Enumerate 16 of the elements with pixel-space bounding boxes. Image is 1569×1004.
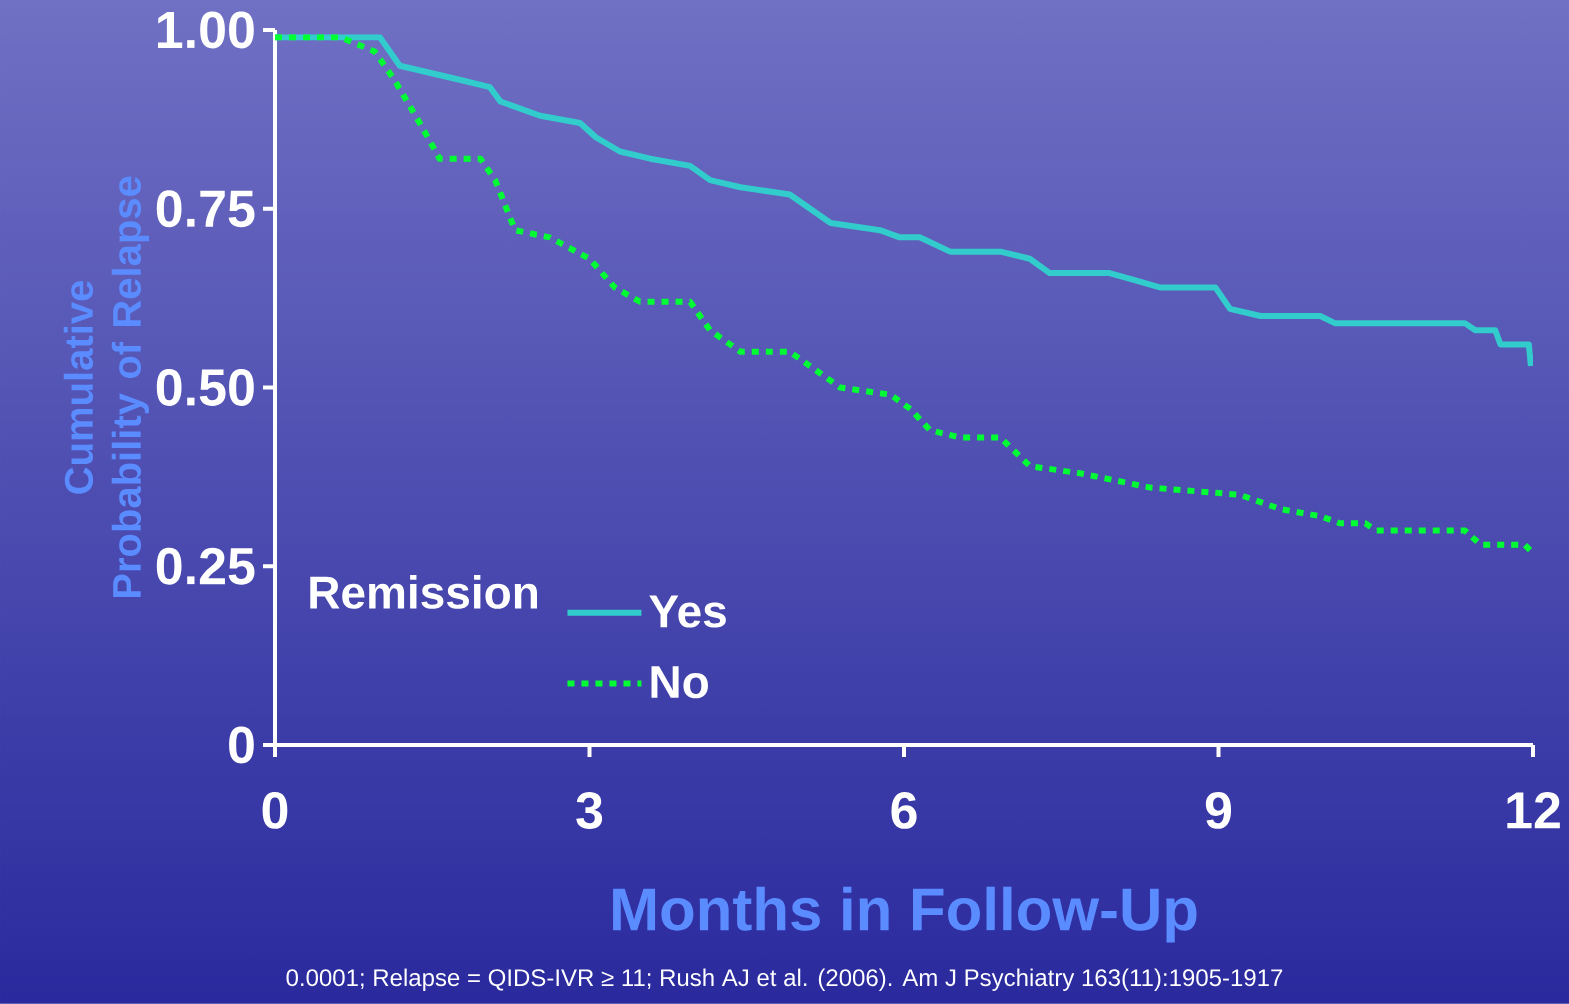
x-tick-label: 3 [576, 792, 603, 829]
x-tick-label: 12 [1507, 792, 1560, 829]
x-axis-title: Months in Follow-Up [613, 886, 1197, 943]
y-tick-label: 0.25 [156, 547, 255, 585]
y-tick-label: 0.50 [156, 369, 254, 406]
text: 0.0001; Relapse = QIDS-IVR ≥ 11; Rush AJ et al. (2006). Am J Psychiatry 163(11):1905-1917 [286, 968, 1283, 991]
y-tick-label: 1.00 [158, 11, 254, 49]
y-tick-label: 0 [229, 726, 254, 764]
y-tick-label: 0.75 [156, 190, 255, 228]
legend-label: Yes [649, 595, 726, 628]
legend-title: Remission [310, 575, 537, 609]
x-tick-label: 6 [891, 792, 917, 829]
x-tick-label: 0 [262, 792, 288, 829]
legend-label: No [651, 666, 708, 699]
y-axis-title: Cumulative Probability of Relapse [63, 176, 150, 598]
x-tick-label: 9 [1205, 792, 1232, 829]
